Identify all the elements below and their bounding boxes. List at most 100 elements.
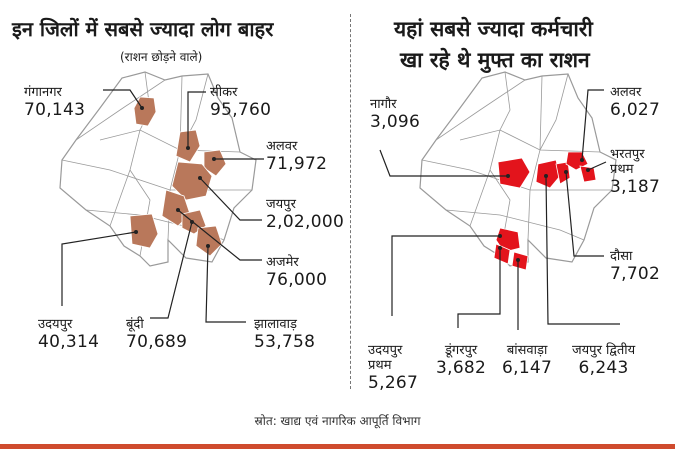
dot-jaipur2 [544, 174, 548, 178]
district-value: 6,027 [610, 99, 661, 120]
label-banswara: बांसवाड़ा 6,147 [502, 343, 553, 378]
dot-dausa [564, 170, 568, 174]
dot-ajmer [176, 208, 180, 212]
district-value: 76,000 [266, 269, 328, 290]
right-highlight-jaipur2 [535, 159, 561, 189]
district-value: 5,267 [368, 372, 419, 393]
district-name-line2: प्रथम [610, 161, 634, 177]
district-name: डूंगरपुर [444, 343, 478, 358]
label-alwar: अलवर 71,972 [266, 139, 328, 174]
district-name: बांसवाड़ा [506, 343, 548, 358]
leader-bundi [150, 221, 193, 319]
label-jaipur: जयपुर 2,02,000 [266, 197, 345, 232]
label-sikar: सीकर 95,760 [210, 85, 272, 120]
left-highlight-udaipur [129, 213, 159, 249]
district-value: 6,147 [502, 357, 553, 378]
district-value: 71,972 [266, 153, 328, 174]
panel-divider [350, 14, 351, 389]
district-value: 70,689 [126, 331, 188, 352]
accent-bar [0, 444, 675, 449]
district-value: 7,702 [610, 263, 661, 284]
district-name: अलवर [266, 139, 298, 154]
district-value: 2,02,000 [266, 211, 345, 232]
leader-alwar-r [581, 89, 604, 161]
right-map [419, 71, 617, 271]
right-map-district-borders [421, 71, 612, 257]
leader-ganganagar [103, 89, 143, 109]
dot-sikar [186, 146, 190, 150]
district-value: 6,243 [578, 357, 629, 378]
district-name: उदयपुर [368, 343, 403, 358]
district-value: 3,682 [436, 357, 487, 378]
label-ajmer: अजमेर 76,000 [266, 255, 328, 290]
source-credit: स्रोत: खाद्य एवं नागरिक आपूर्ति विभाग [254, 414, 421, 428]
dot-alwar-r [580, 158, 584, 162]
district-name: अजमेर [266, 255, 299, 270]
label-jaipur2: जयपुर द्वितीय 6,243 [572, 343, 636, 378]
district-value: 3,187 [610, 176, 661, 197]
left-leader-dots [134, 106, 216, 248]
district-name: जयपुर [266, 197, 296, 212]
left-subtitle: (राशन छोड़ने वाले) [120, 50, 203, 64]
label-alwar-r: अलवर 6,027 [610, 85, 661, 120]
left-leader-lines [61, 89, 264, 323]
district-name: भरतपुर [610, 147, 645, 162]
dot-nagaur [506, 174, 510, 178]
leader-jaipur2 [545, 175, 620, 325]
leader-udaipur [61, 231, 137, 306]
district-value: 70,143 [24, 99, 86, 120]
dot-bharatpur [586, 168, 590, 172]
district-name: सीकर [210, 85, 238, 100]
leader-ajmer [177, 209, 262, 261]
right-highlight-bharatpur [579, 165, 597, 183]
right-highlight-banswara [511, 251, 529, 271]
leader-bharatpur [587, 161, 607, 171]
label-ganganagar: गंगानगर 70,143 [24, 85, 86, 120]
right-highlight-nagaur [497, 157, 531, 189]
dot-jaipur [198, 176, 202, 180]
district-name: बूंदी [126, 317, 144, 332]
district-name: जयपुर द्वितीय [572, 343, 636, 358]
left-highlight-jhalawar [195, 225, 223, 257]
label-bharatpur: भरतपुर प्रथम 3,187 [610, 147, 661, 197]
leader-jhalawar [205, 245, 246, 323]
right-title-line1: यहां सबसे ज्यादा कर्मचारी [394, 17, 593, 41]
right-leader-dots [498, 158, 590, 262]
district-name: उदयपुर [38, 317, 73, 332]
dot-dungarpur [498, 246, 502, 250]
right-highlight-dungarpur [493, 243, 511, 265]
right-title-line2: खा रहे थे मुफ्त का राशन [400, 48, 590, 72]
district-name: झालावाड़ [254, 317, 297, 332]
dot-udaipur [134, 230, 138, 234]
dot-jhalawar [206, 244, 210, 248]
label-dungarpur: डूंगरपुर 3,682 [436, 343, 487, 378]
left-highlight-jaipur [171, 161, 213, 201]
leader-nagaur [379, 149, 508, 177]
right-highlight-udaipur [495, 227, 521, 253]
leader-jaipur [199, 177, 262, 221]
leader-udaipur-r [391, 235, 500, 316]
right-leader-lines [379, 89, 620, 330]
leader-dausa [565, 171, 604, 257]
left-highlight-alwar [203, 149, 227, 177]
label-dausa: दौसा 7,702 [610, 249, 661, 284]
label-udaipur: उदयपुर 40,314 [38, 317, 100, 352]
dot-alwar [212, 157, 216, 161]
dot-udaipur-r [498, 234, 502, 238]
dot-bundi [190, 220, 194, 224]
label-udaipur-r: उदयपुर प्रथम 5,267 [368, 343, 419, 393]
leader-sikar [187, 91, 206, 148]
district-value: 53,758 [254, 331, 316, 352]
district-value: 40,314 [38, 331, 100, 352]
label-jhalawar: झालावाड़ 53,758 [254, 317, 316, 352]
district-name: दौसा [610, 249, 633, 264]
district-name-line2: प्रथम [368, 357, 392, 373]
district-value: 95,760 [210, 99, 272, 120]
label-bundi: बूंदी 70,689 [126, 317, 188, 352]
dot-ganganagar [140, 106, 144, 110]
district-name: गंगानगर [24, 85, 62, 100]
district-value: 3,096 [370, 111, 421, 132]
district-name: अलवर [610, 85, 642, 100]
leader-dungarpur [457, 248, 501, 328]
